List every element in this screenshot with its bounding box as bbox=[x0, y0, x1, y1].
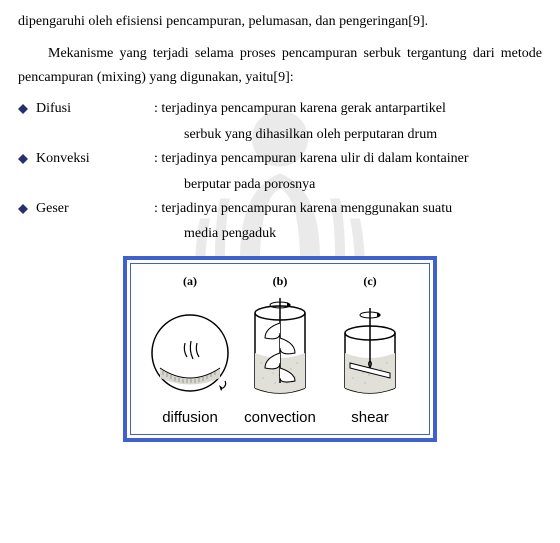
caption-diffusion: diffusion bbox=[145, 409, 234, 426]
diamond-bullet-icon bbox=[18, 149, 36, 173]
panel-diffusion: (a) bbox=[145, 274, 235, 403]
term-geser: Geser bbox=[36, 197, 154, 221]
def-difusi-2: serbuk yang dihasilkan oleh perputaran d… bbox=[184, 123, 542, 147]
term-difusi: Difusi bbox=[36, 97, 154, 121]
mechanism-list: Difusi : terjadinya pencampuran karena g… bbox=[18, 97, 542, 246]
page-content: dipengaruhi oleh efisiensi pencampuran, … bbox=[0, 0, 560, 462]
def-geser-1: : terjadinya pencampuran karena mengguna… bbox=[154, 197, 542, 221]
diffusion-icon bbox=[145, 293, 235, 403]
convection-icon bbox=[235, 293, 325, 403]
paragraph-1: dipengaruhi oleh efisiensi pencampuran, … bbox=[18, 10, 542, 34]
caption-convection: convection bbox=[235, 409, 324, 426]
list-item-konveksi: Konveksi : terjadinya pencampuran karena… bbox=[18, 147, 542, 171]
figure-mixing-mechanisms: (a) bbox=[18, 256, 542, 442]
diamond-bullet-icon bbox=[18, 99, 36, 123]
panel-convection: (b) bbox=[235, 274, 325, 403]
caption-shear: shear bbox=[325, 409, 414, 426]
def-konveksi-2: berputar pada porosnya bbox=[184, 173, 542, 197]
panel-label-b: (b) bbox=[235, 274, 325, 289]
list-item-geser: Geser : terjadinya pencampuran karena me… bbox=[18, 197, 542, 221]
shear-icon bbox=[325, 293, 415, 403]
diamond-bullet-icon bbox=[18, 199, 36, 223]
panel-label-a: (a) bbox=[145, 274, 235, 289]
list-item-difusi: Difusi : terjadinya pencampuran karena g… bbox=[18, 97, 542, 121]
paragraph-2: Mekanisme yang terjadi selama proses pen… bbox=[18, 42, 542, 90]
def-geser-2: media pengaduk bbox=[184, 222, 542, 246]
term-konveksi: Konveksi bbox=[36, 147, 154, 171]
def-konveksi-1: : terjadinya pencampuran karena ulir di … bbox=[154, 147, 542, 171]
panel-label-c: (c) bbox=[325, 274, 415, 289]
panel-shear: (c) bbox=[325, 274, 415, 403]
def-difusi-1: : terjadinya pencampuran karena gerak an… bbox=[154, 97, 542, 121]
